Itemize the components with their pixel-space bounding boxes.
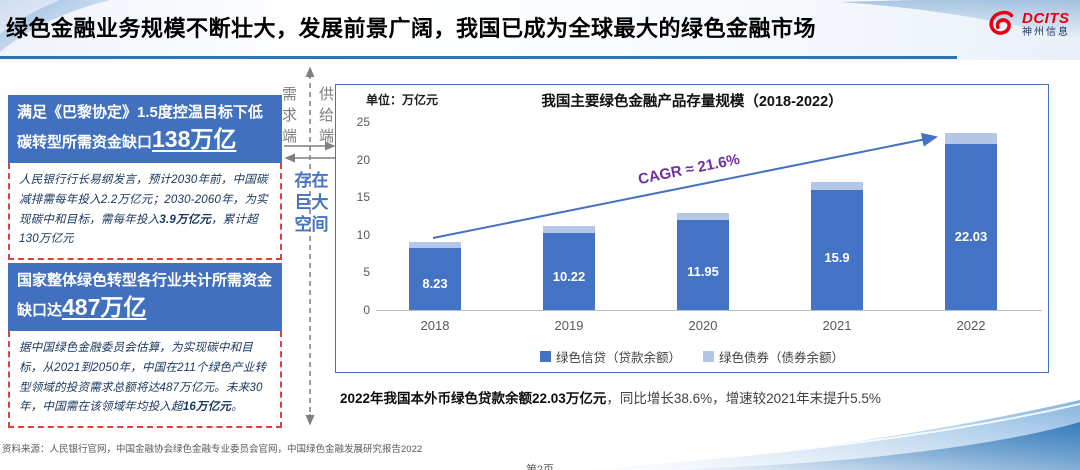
chart-title: 我国主要绿色金融产品存量规模（2018-2022） (541, 94, 843, 110)
x-axis-tick-2021: 2021 (822, 318, 852, 333)
title-rule (0, 56, 957, 59)
bar-value-label-2019: 10.22 (552, 269, 586, 285)
y-axis-tick-5: 5 (363, 265, 370, 280)
chart-note-rest: ，同比增长38.6%，增速较2021年末提升5.5% (606, 391, 881, 406)
bar-value-label-2020: 11.95 (687, 263, 719, 279)
info-box2-heading-text: 国家整体绿色转型各行业共计所需资金缺口达 (17, 272, 273, 319)
info-box-national-transition: 国家整体绿色转型各行业共计所需资金缺口达487万亿 据中国绿色金融委员会估算，为… (8, 263, 282, 429)
y-axis-tick-10: 10 (356, 227, 370, 242)
info-box2-body-pre: 据中国绿色金融委员会估算，为实现碳中和目标，从2021到2050年，中国在211… (19, 342, 267, 414)
bar-green-bond-2020 (677, 213, 729, 221)
x-axis-tick-2020: 2020 (688, 318, 718, 333)
logo-text: DCITS 神州信息 (1022, 11, 1070, 38)
dcits-swirl-icon (989, 10, 1014, 35)
legend-swatch (539, 351, 551, 362)
info-box1-heading-text: 满足《巴黎协定》1.5度控温目标下低碳转型所需资金缺口 (17, 104, 263, 151)
info-box1-body-pre: 人民银行行长易纲发言，预计2030年前，中国碳减排需每年投入2.2万亿元；203… (19, 174, 268, 226)
legend-item: 绿色债券（债券余额） (703, 347, 844, 366)
bar-value-label-2018: 8.23 (422, 276, 448, 292)
info-box-paris-agreement: 满足《巴黎协定》1.5度控温目标下低碳转型所需资金缺口138万亿 人民银行行长易… (8, 95, 282, 261)
info-box2-body: 据中国绿色金融委员会估算，为实现碳中和目标，从2021到2050年，中国在211… (8, 331, 282, 429)
info-box2-heading-value: 487万亿 (62, 294, 147, 320)
bar-value-label-2022: 22.03 (954, 229, 988, 245)
plot-area: 8.23 10.22 11.95 15.9 22.03 (376, 115, 1042, 311)
page-title: 绿色金融业务规模不断壮大，发展前景广阔，我国已成为全球最大的绿色金融市场 (6, 16, 817, 41)
x-axis-tick-2019: 2019 (554, 318, 584, 333)
info-box2-body-bold: 16万亿元 (182, 401, 232, 414)
bar-green-bond-2021 (811, 182, 863, 191)
logo-name: DCITS (1022, 9, 1070, 27)
chart-note-bold: 2022年我国本外币绿色贷款余额22.03万亿元 (340, 391, 607, 406)
legend-item: 绿色信贷（贷款余额） (539, 347, 681, 366)
info-box1-body-post: ，累计超130万亿元 (19, 213, 258, 246)
bar-green-credit-2018 (409, 248, 461, 310)
legend-label: 绿色信贷（贷款余额） (555, 351, 681, 365)
supply-demand-connector (284, 66, 336, 426)
y-axis-tick-20: 20 (356, 152, 370, 167)
info-box2-heading: 国家整体绿色转型各行业共计所需资金缺口达487万亿 (8, 263, 282, 332)
page-number: 第2页 (525, 464, 555, 470)
info-box1-heading-value: 138万亿 (152, 126, 237, 152)
huge-gap-label: 存在巨大空间 (294, 171, 329, 234)
y-axis-tick-15: 15 (356, 190, 370, 205)
chart-panel: 单位：万亿元 我国主要绿色金融产品存量规模（2018-2022） 8.23 10.… (335, 84, 1049, 373)
x-axis-tick-2022: 2022 (956, 318, 986, 333)
info-box1-body-bold: 3.9万亿元 (159, 213, 212, 226)
bar-green-credit-2019 (543, 233, 595, 310)
chart-unit-label: 单位：万亿元 (366, 93, 439, 107)
y-axis-tick-25: 25 (356, 115, 370, 129)
data-source-note: 资料来源：人民银行官网，中国金融协会绿色金融专业委员会官网，中国绿色金融发展研究… (2, 444, 423, 455)
y-axis-tick-0: 0 (363, 303, 370, 317)
bar-green-bond-2019 (543, 225, 595, 234)
bar-green-bond-2018 (409, 242, 461, 249)
x-axis-tick-2018: 2018 (420, 318, 450, 333)
supply-side-label: 供给端 (318, 86, 334, 145)
info-box2-body-post: 。 (231, 401, 243, 414)
info-box1-heading: 满足《巴黎协定》1.5度控温目标下低碳转型所需资金缺口138万亿 (8, 95, 282, 164)
bar-green-bond-2022 (945, 133, 997, 145)
company-logo: DCITS 神州信息 (986, 9, 1070, 39)
info-box1-body: 人民银行行长易纲发言，预计2030年前，中国碳减排需每年投入2.2万亿元；203… (8, 163, 282, 261)
legend-label: 绿色债券（债券余额） (719, 351, 845, 365)
legend-swatch (703, 351, 714, 362)
bar-green-credit-2022 (945, 144, 997, 310)
logo-subtitle: 神州信息 (1022, 26, 1070, 38)
chart-legend: 绿色信贷（贷款余额） 绿色债券（债券余额） (336, 347, 1048, 366)
chart-note: 2022年我国本外币绿色贷款余额22.03万亿元，同比增长38.6%，增速较20… (340, 387, 1050, 407)
demand-side-label: 需求端 (281, 86, 297, 145)
bar-value-label-2021: 15.9 (824, 250, 850, 266)
